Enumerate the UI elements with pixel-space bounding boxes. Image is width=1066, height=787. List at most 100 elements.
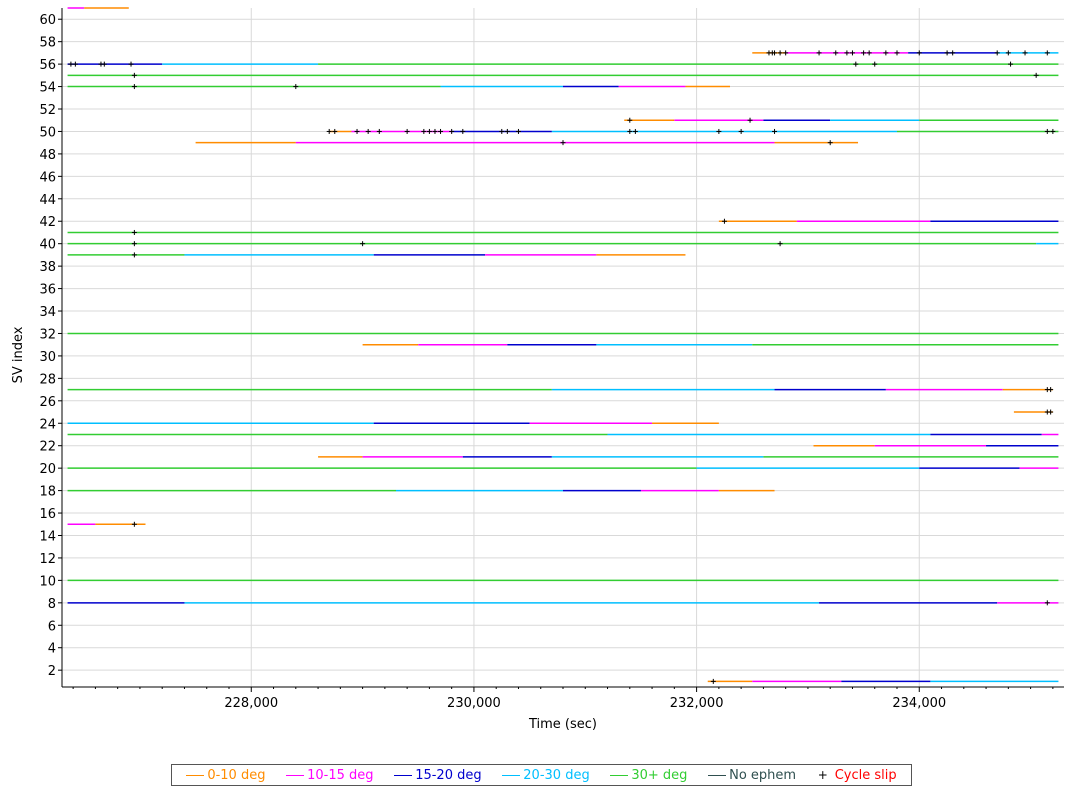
cycle-slip-marker [627, 128, 633, 134]
cycle-slip-marker [438, 128, 444, 134]
y-tick-label: 36 [39, 283, 56, 298]
cycle-slip-marker [772, 50, 778, 56]
legend-label: 10-15 deg [307, 767, 374, 783]
legend-item-noeph: No ephem [708, 768, 796, 783]
y-tick-label: 32 [39, 327, 56, 342]
cycle-slip-marker [844, 50, 850, 56]
y-tick-label: 46 [39, 170, 56, 185]
legend-swatch [286, 774, 305, 776]
y-tick-label: 54 [39, 81, 56, 96]
x-tick-label: 234,000 [892, 696, 946, 711]
legend-label: Cycle slip [834, 767, 897, 783]
legend-label: No ephem [729, 767, 797, 783]
y-tick-label: 58 [39, 36, 56, 51]
cycle-slip-marker [710, 678, 716, 684]
y-tick-label: 42 [39, 215, 56, 230]
legend-swatch [394, 774, 413, 776]
cycle-slip-marker [293, 84, 299, 90]
cycle-slip-marker [354, 128, 360, 134]
cycle-slip-marker [1044, 128, 1050, 134]
cycle-slip-marker [833, 50, 839, 56]
y-tick-label: 40 [39, 238, 56, 253]
cycle-slip-marker [432, 128, 438, 134]
legend-swatch [610, 774, 629, 776]
cycle-slip-marker [515, 128, 521, 134]
cycle-slip-marker [1048, 409, 1054, 415]
y-tick-label: 60 [39, 13, 56, 28]
cycle-slip-marker [1050, 128, 1056, 134]
y-tick-label: 8 [48, 597, 56, 612]
legend-swatch [708, 774, 727, 776]
legend-item-e15: 15-20 deg [394, 768, 482, 783]
x-tick-label: 230,000 [447, 696, 501, 711]
y-tick-label: 44 [39, 193, 56, 208]
cycle-slip-marker [1008, 61, 1014, 67]
cycle-slip-marker [365, 128, 371, 134]
cycle-slip-marker [131, 229, 137, 235]
cycle-slip-marker [72, 61, 78, 67]
y-tick-label: 50 [39, 125, 56, 140]
y-tick-label: 52 [39, 103, 56, 118]
y-axis-title: SV index [11, 326, 26, 383]
cycle-slip-marker [1044, 600, 1050, 606]
y-tick-label: 20 [39, 462, 56, 477]
cycle-slip-marker [68, 61, 74, 67]
cycle-slip-marker [326, 128, 332, 134]
cycle-slip-marker [994, 50, 1000, 56]
legend-marker-plus-icon: + [817, 768, 828, 782]
y-tick-label: 56 [39, 58, 56, 73]
cycle-slip-marker [131, 72, 137, 78]
y-tick-label: 16 [39, 507, 56, 522]
legend-item-e30: 30+ deg [610, 768, 687, 783]
y-tick-label: 10 [39, 574, 56, 589]
legend-item-slip: + Cycle slip [817, 768, 897, 783]
cycle-slip-marker [950, 50, 956, 56]
cycle-slip-marker [131, 521, 137, 527]
cycle-slip-marker [460, 128, 466, 134]
cycle-slip-marker [883, 50, 889, 56]
legend-swatch [186, 774, 205, 776]
cycle-slip-layer [68, 50, 1056, 684]
cycle-slip-marker [716, 128, 722, 134]
y-tick-label: 28 [39, 372, 56, 387]
cycle-slip-marker [827, 140, 833, 146]
y-tick-label: 24 [39, 417, 56, 432]
y-tick-label: 6 [48, 619, 56, 634]
cycle-slip-marker [404, 128, 410, 134]
legend-label: 30+ deg [631, 767, 688, 783]
legend-item-e20: 20-30 deg [502, 768, 590, 783]
y-tick-label: 22 [39, 440, 56, 455]
x-tick-label: 232,000 [670, 696, 724, 711]
cycle-slip-marker [866, 50, 872, 56]
cycle-slip-marker [849, 50, 855, 56]
y-tick-label: 30 [39, 350, 56, 365]
cycle-slip-marker [376, 128, 382, 134]
cycle-slip-marker [131, 241, 137, 247]
cycle-slip-marker [449, 128, 455, 134]
y-tick-label: 48 [39, 148, 56, 163]
x-axis-title: Time (sec) [528, 717, 597, 732]
cycle-slip-marker [747, 117, 753, 123]
cycle-slip-marker [426, 128, 432, 134]
legend-swatch [502, 774, 521, 776]
x-tick-label: 228,000 [224, 696, 278, 711]
cycle-slip-marker [853, 61, 859, 67]
cycle-slip-marker [1022, 50, 1028, 56]
cycle-slip-marker [738, 128, 744, 134]
cycle-slip-marker [1033, 72, 1039, 78]
cycle-slip-marker [721, 218, 727, 224]
cycle-slip-marker [504, 128, 510, 134]
y-tick-label: 26 [39, 395, 56, 410]
cycle-slip-marker [777, 50, 783, 56]
y-tick-label: 18 [39, 485, 56, 500]
grid [62, 8, 1064, 687]
cycle-slip-marker [1005, 50, 1011, 56]
cycle-slip-marker [499, 128, 505, 134]
cycle-slip-marker [627, 117, 633, 123]
cycle-slip-marker [560, 140, 566, 146]
cycle-slip-marker [421, 128, 427, 134]
cycle-slip-marker [332, 128, 338, 134]
y-tick-label: 2 [48, 664, 56, 679]
cycle-slip-marker [944, 50, 950, 56]
cycle-slip-marker [101, 61, 107, 67]
